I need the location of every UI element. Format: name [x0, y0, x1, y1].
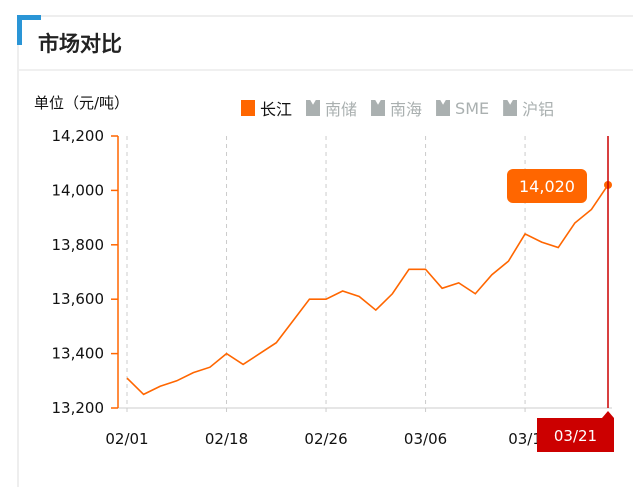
legend-swatch	[436, 100, 451, 116]
legend-item-nanhai[interactable]: 南海	[371, 96, 422, 120]
x-tick-label: 02/26	[304, 430, 347, 448]
legend-item-changjiang[interactable]: 长江	[241, 96, 292, 120]
legend-label: 长江	[260, 100, 293, 119]
legend-item-sme[interactable]: SME	[436, 96, 489, 120]
y-tick-label: 13,600	[52, 290, 105, 308]
value-tooltip	[507, 168, 587, 203]
legend-label: 南海	[390, 100, 423, 119]
legend-item-nanchu[interactable]: 南储	[306, 96, 357, 120]
corner-accent	[17, 15, 22, 45]
legend-swatch	[503, 100, 518, 116]
legend-label: 南储	[325, 100, 358, 119]
corner-accent	[17, 15, 41, 20]
x-tick-label: 02/01	[105, 430, 148, 448]
y-tick-label: 13,400	[52, 345, 105, 363]
chart-card	[17, 15, 633, 487]
legend-label: SME	[455, 98, 490, 118]
legend-item-shanghai-aluminum[interactable]: 沪铝	[503, 96, 554, 120]
header-divider	[19, 69, 633, 71]
page-title: 市场对比	[38, 32, 122, 56]
y-tick-label: 14,000	[52, 181, 105, 199]
crosshair-date-box	[537, 411, 614, 452]
x-tick-label: 02/18	[205, 430, 248, 448]
y-tick-label: 13,200	[52, 399, 105, 417]
legend-swatch	[371, 100, 386, 116]
legend-label: 沪铝	[522, 100, 555, 119]
y-axis-unit-label: 单位（元/吨）	[34, 94, 130, 112]
x-tick-label: 03/1	[508, 430, 542, 448]
value-tooltip-label: 14,020	[519, 177, 575, 196]
legend-swatch	[306, 100, 321, 116]
line-chart[interactable]: 02/01 02/18 02/26 03/06 03/1 13,200 13,400 13,6…	[0, 0, 633, 477]
crosshair-date-label: 03/21	[554, 427, 597, 445]
legend: 长江 南储 南海 SME 沪铝	[241, 96, 554, 120]
y-tick-label: 13,800	[52, 236, 105, 254]
x-tick-label: 03/06	[404, 430, 447, 448]
legend-swatch	[241, 100, 255, 116]
series-line-changjiang	[126, 184, 609, 396]
y-tick-label: 14,200	[52, 127, 105, 145]
